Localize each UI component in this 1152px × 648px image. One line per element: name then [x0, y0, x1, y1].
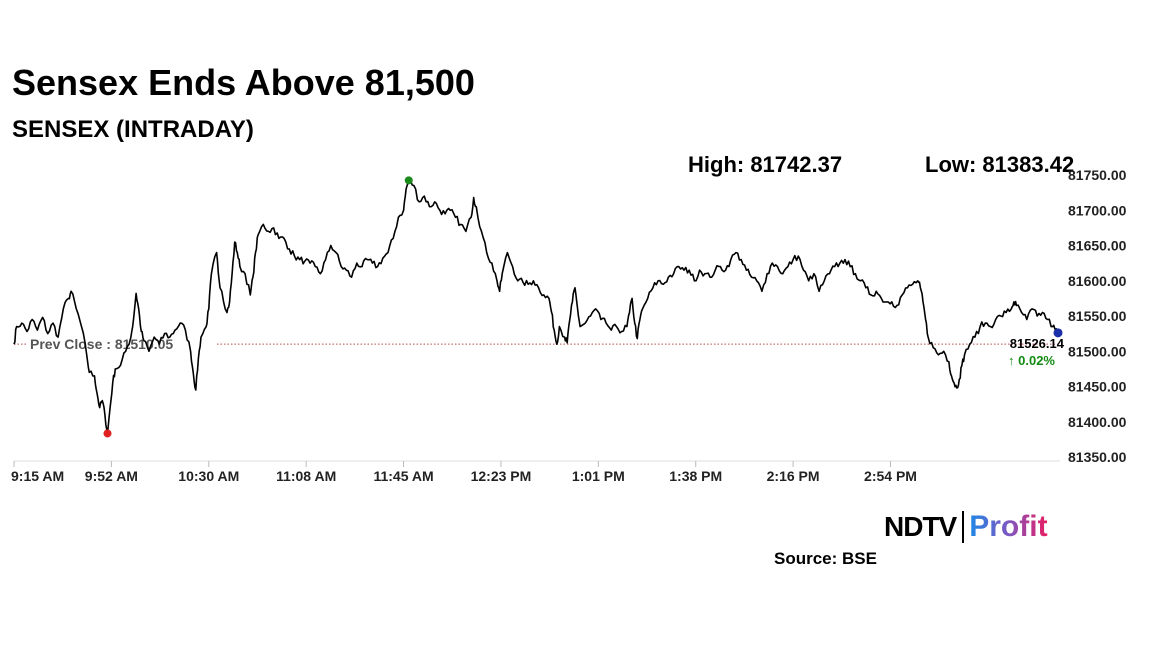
x-tick-label: 1:38 PM [669, 468, 722, 484]
logo-ndtv-text: NDTV [884, 511, 957, 542]
logo-profit-text: Profit [969, 510, 1048, 543]
x-tick-label: 2:54 PM [864, 468, 917, 484]
y-tick-label: 81650.00 [1068, 238, 1127, 254]
logo-separator [962, 511, 965, 543]
x-tick-label: 1:01 PM [572, 468, 625, 484]
ndtv-profit-logo: NDTV Profit [884, 510, 1048, 544]
y-axis: 81750.00 81700.00 81650.00 81600.00 81550.00… [1068, 167, 1127, 465]
low-point-marker [103, 429, 112, 438]
x-tick-label: 9:15 AM [11, 468, 64, 484]
change-percent-label: ↑ 0.02% [1008, 353, 1055, 368]
y-tick-label: 81450.00 [1068, 379, 1127, 395]
last-value-label: 81526.14 [1010, 336, 1065, 351]
source-note: Source: BSE [774, 549, 877, 568]
x-axis: 9:15 AM 9:52 AM 10:30 AM 11:08 AM 11:45 AM 12… [11, 460, 1060, 484]
low-value-label: Low: 81383.42 [925, 152, 1075, 177]
chart-subtitle: SENSEX (INTRADAY) [12, 116, 254, 143]
x-tick-label: 10:30 AM [178, 468, 239, 484]
y-tick-label: 81600.00 [1068, 273, 1127, 289]
x-tick-label: 2:16 PM [767, 468, 820, 484]
prev-close-label: Prev Close : 81510.05 [30, 336, 173, 352]
sensex-series-line [13, 179, 1059, 435]
high-point-marker [404, 176, 413, 185]
x-tick-label: 11:45 AM [373, 468, 433, 484]
x-tick-label: 11:08 AM [276, 468, 336, 484]
x-tick-label: 12:23 PM [471, 468, 532, 484]
y-tick-label: 81750.00 [1068, 167, 1127, 183]
high-value-label: High: 81742.37 [688, 152, 843, 177]
y-tick-label: 81500.00 [1068, 343, 1127, 359]
y-tick-label: 81400.00 [1068, 414, 1127, 430]
prev-close-label-box: Prev Close : 81510.05 [26, 334, 216, 355]
last-point-marker [1053, 328, 1063, 338]
chart-title: Sensex Ends Above 81,500 [12, 62, 475, 103]
y-tick-label: 81350.00 [1068, 449, 1127, 465]
y-tick-label: 81700.00 [1068, 202, 1127, 218]
y-tick-label: 81550.00 [1068, 308, 1127, 324]
x-tick-label: 9:52 AM [85, 468, 138, 484]
